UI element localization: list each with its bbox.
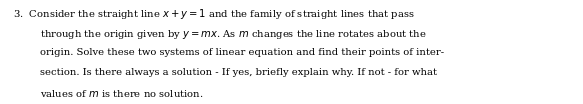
Text: 3.  Consider the straight line $x + y = 1$ and the family of straight lines that: 3. Consider the straight line $x + y = 1…	[13, 7, 415, 21]
Text: origin. Solve these two systems of linear equation and find their points of inte: origin. Solve these two systems of linea…	[40, 48, 444, 57]
Text: through the origin given by $y = mx$. As $m$ changes the line rotates about the: through the origin given by $y = mx$. As…	[40, 28, 426, 41]
Text: values of $m$ is there no solution.: values of $m$ is there no solution.	[40, 88, 203, 99]
Text: section. Is there always a solution - If yes, briefly explain why. If not - for : section. Is there always a solution - If…	[40, 68, 437, 77]
